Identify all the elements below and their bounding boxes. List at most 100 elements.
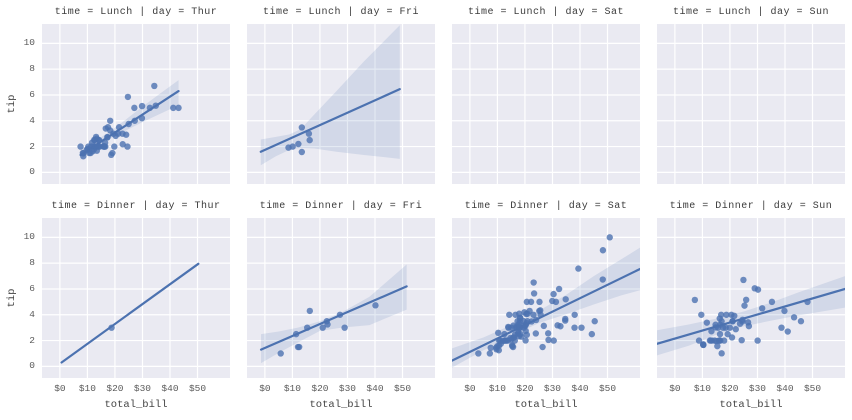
scatter-point [298,124,306,131]
x-tick-label: $20 [516,383,534,394]
scatter-point [109,149,116,157]
scatter-point [125,120,132,128]
scatter-point [599,247,607,254]
x-tick-label: $30 [748,383,767,394]
scatter-point [778,324,785,331]
x-tick-label: $40 [161,383,179,394]
scatter-point [146,104,154,112]
y-tick-label: 4 [29,308,35,320]
y-tick-label: 6 [29,282,35,294]
scatter-point [703,319,711,326]
scatter-point [717,311,725,318]
scatter-point [532,330,540,337]
scatter-point [804,298,811,306]
facet-axes [657,24,845,184]
scatter-point [729,318,736,325]
scatter-point [552,298,560,306]
scatter-point [742,296,750,304]
x-tick-label: $10 [693,383,711,394]
scatter-point [108,324,115,331]
x-tick-label: $20 [106,383,124,394]
x-tick-label: $20 [311,383,329,394]
scatter-point [111,143,118,150]
x-tick-label: $0 [669,383,681,394]
scatter-point [754,286,762,293]
facet-title: time = Dinner | day = Sun [669,201,833,212]
scatter-point [138,102,146,110]
facet-dinner-sun: time = Dinner | day = Sun [657,201,845,378]
facet-title: time = Dinner | day = Sat [464,201,628,212]
scatter-point [305,130,313,137]
scatter-point [550,337,557,344]
scatter-point [708,328,715,335]
scatter-point [562,315,569,323]
scatter-point [790,314,798,321]
scatter-point [115,124,123,131]
scatter-point [781,307,788,315]
scatter-point [537,311,544,318]
scatter-point [536,298,543,306]
scatter-point [324,321,331,328]
scatter-point [544,330,552,337]
facet-title: time = Dinner | day = Fri [259,201,423,212]
scatter-point [487,344,494,352]
scatter-point [578,324,585,331]
scatter-point [539,343,546,351]
scatter-point [797,318,805,325]
y-tick-label: 4 [29,114,35,126]
facet-axes [42,218,230,378]
scatter-point [527,298,535,306]
facet-title: time = Lunch | day = Sat [467,7,625,18]
facet-dinner-sat: time = Dinner | day = Sat [452,201,640,378]
scatter-point [495,347,503,354]
x-tick-label: $40 [776,383,794,394]
confidence-band [260,25,400,166]
scatter-point [151,82,158,90]
facet-lunch-fri: time = Lunch | day = Fri [247,7,435,184]
scatter-point [695,337,703,344]
facet-axes [452,218,640,378]
x-tick-label: $30 [338,383,357,394]
scatter-point [522,337,529,344]
scatter-point [540,322,548,330]
scatter-point [295,140,302,148]
scatter-point [728,334,736,341]
scatter-point [304,324,311,331]
x-tick-label: $10 [283,383,301,394]
confidence-band [261,264,407,364]
scatter-point [114,130,122,137]
y-tick-label: 10 [23,231,35,243]
scatter-point [530,279,537,286]
scatter-point [175,104,182,112]
scatter-point [731,312,738,320]
scatter-point [738,336,745,344]
facet-title: time = Lunch | day = Thur [54,7,218,18]
facet-axes [42,24,230,184]
scatter-point [77,143,84,150]
scatter-point [341,324,348,331]
scatter-point [289,143,296,150]
scatter-point [599,276,606,283]
facet-axes [452,24,640,184]
scatter-point [295,343,303,351]
regression-line [657,287,845,345]
scatter-point [124,143,131,150]
scatter-point [336,311,344,318]
x-tick-label: $0 [259,383,271,394]
x-tick-label: $40 [571,383,589,394]
scatter-point [170,104,177,112]
scatter-point [102,143,109,150]
scatter-point [700,341,707,349]
scatter-point [486,350,494,357]
scatter-point [372,302,379,309]
scatter-point [124,93,132,101]
scatter-point [555,285,563,293]
regression-line [452,267,640,362]
scatter-point [739,316,746,324]
scatter-point [698,311,705,318]
scatter-point [784,328,791,335]
y-tick-label: 2 [29,334,35,346]
scatter-point [506,311,513,318]
scatter-point [306,136,313,144]
x-tick-label: $10 [488,383,506,394]
